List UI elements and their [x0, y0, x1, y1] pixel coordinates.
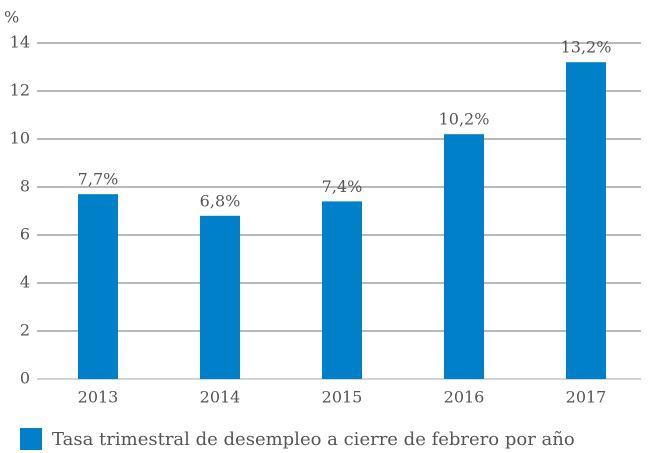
value-label: 7,4%: [322, 177, 363, 196]
y-tick-label: 10: [10, 129, 30, 148]
legend-label: Tasa trimestral de desempleo a cierre de…: [52, 429, 575, 450]
y-tick-label: 2: [20, 321, 30, 340]
value-label: 13,2%: [561, 38, 612, 57]
legend-swatch: [20, 428, 42, 450]
y-axis-label: %: [4, 8, 19, 27]
x-tick-label: 2017: [566, 388, 607, 407]
x-tick-label: 2014: [200, 388, 241, 407]
x-tick-label: 2016: [444, 388, 485, 407]
bar: [200, 215, 240, 379]
bar: [566, 62, 606, 379]
x-tick-label: 2013: [78, 388, 119, 407]
y-tick-label: 6: [20, 225, 30, 244]
y-tick-label: 14: [10, 33, 30, 52]
value-label: 6,8%: [200, 191, 241, 210]
value-label: 7,7%: [78, 170, 119, 189]
bar: [444, 134, 484, 379]
y-tick-label: 0: [20, 369, 30, 388]
y-tick-label: 8: [20, 177, 30, 196]
y-tick-label: 12: [10, 81, 30, 100]
bar: [322, 201, 362, 379]
value-label: 10,2%: [439, 110, 490, 129]
bar: [78, 194, 118, 379]
x-tick-label: 2015: [322, 388, 363, 407]
y-tick-label: 4: [20, 273, 30, 292]
